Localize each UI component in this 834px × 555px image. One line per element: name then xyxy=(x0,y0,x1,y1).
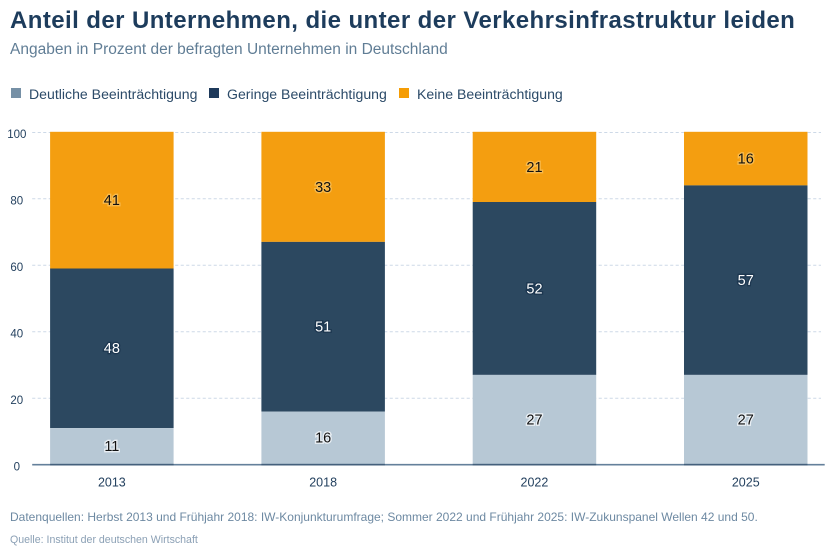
svg-text:57: 57 xyxy=(738,273,754,289)
svg-text:33: 33 xyxy=(315,180,331,196)
svg-text:52: 52 xyxy=(526,281,542,297)
svg-text:80: 80 xyxy=(10,196,23,208)
svg-text:2018: 2018 xyxy=(309,476,337,490)
svg-text:27: 27 xyxy=(526,412,542,428)
svg-text:40: 40 xyxy=(10,329,23,341)
svg-text:21: 21 xyxy=(526,160,542,176)
svg-text:100: 100 xyxy=(7,129,26,141)
svg-text:51: 51 xyxy=(315,320,331,336)
svg-text:48: 48 xyxy=(104,341,120,357)
svg-text:27: 27 xyxy=(738,412,754,428)
svg-text:20: 20 xyxy=(10,395,23,407)
svg-text:2013: 2013 xyxy=(98,476,126,490)
svg-text:2022: 2022 xyxy=(521,476,549,490)
svg-text:11: 11 xyxy=(104,439,119,455)
svg-text:16: 16 xyxy=(315,431,331,447)
svg-text:41: 41 xyxy=(104,193,120,209)
svg-text:16: 16 xyxy=(738,152,754,168)
svg-text:60: 60 xyxy=(10,262,23,274)
svg-text:0: 0 xyxy=(14,462,20,474)
svg-text:2025: 2025 xyxy=(732,476,760,490)
